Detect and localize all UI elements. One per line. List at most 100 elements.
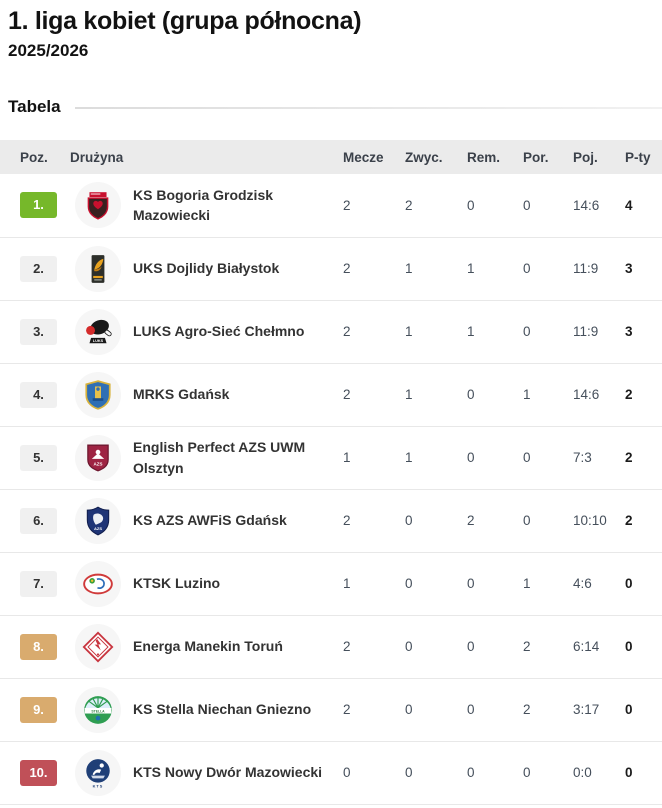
- col-header-team: Drużyna: [68, 140, 344, 174]
- season-label: 2025/2026: [8, 41, 89, 60]
- team-logo-dojlidy-icon: [75, 245, 121, 292]
- table-row[interactable]: 8. Energa Manekin Toruń 2 0 0 2 6:14 0: [0, 614, 662, 678]
- col-header-matches: Mecze: [343, 140, 406, 174]
- matches-cell: 2: [343, 236, 406, 300]
- position-cell: 2.: [0, 236, 68, 300]
- losses-cell: 0: [523, 488, 574, 552]
- draws-cell: 1: [467, 236, 524, 300]
- table-row[interactable]: 7. KTSK Luzino 1 0 0 1 4:6 0: [0, 551, 662, 615]
- team-logo-awfis-icon: AZS: [75, 497, 121, 544]
- logo-cell: KTS: [68, 740, 132, 805]
- position-badge: 5.: [20, 444, 57, 471]
- logo-cell: AZS: [68, 488, 132, 552]
- team-logo-kts-icon: KTS: [75, 749, 121, 796]
- points-cell: 3: [625, 236, 662, 300]
- table-row[interactable]: 1. KS Bogoria Grodzisk Mazowiecki 2 2 0 0 14:…: [0, 174, 662, 237]
- position-cell: 10.: [0, 740, 68, 805]
- points-cell: 4: [625, 197, 633, 213]
- position-cell: 3.: [0, 299, 68, 363]
- logo-cell: [68, 362, 132, 426]
- team-logo-manekin-icon: [75, 623, 121, 670]
- table-row[interactable]: 3. LUKS LUKS Agro-Sieć Chełmno 2 1 1 0 11:9 3: [0, 299, 662, 363]
- col-header-draws: Rem.: [467, 140, 524, 174]
- points-cell: 0: [625, 551, 662, 615]
- wins-cell: 0: [405, 488, 468, 552]
- losses-cell: 0: [523, 740, 574, 805]
- section-divider: [74, 107, 662, 109]
- position-badge: 4.: [20, 381, 57, 408]
- losses-cell: 1: [523, 551, 574, 615]
- col-header-losses: Por.: [523, 140, 574, 174]
- position-badge: 10.: [20, 759, 57, 786]
- team-logo-luks-icon: LUKS: [75, 308, 121, 355]
- logo-cell: [68, 174, 132, 237]
- draws-cell: 0: [467, 614, 524, 678]
- team-name[interactable]: MRKS Gdańsk: [132, 362, 344, 426]
- position-cell: 5.: [0, 425, 68, 489]
- position-badge: 3.: [20, 318, 57, 345]
- games-ratio-cell: 4:6: [573, 551, 626, 615]
- points-cell: 0: [625, 740, 662, 805]
- team-name[interactable]: KS Stella Niechan Gniezno: [132, 677, 344, 741]
- games-ratio-cell: 3:17: [573, 677, 626, 741]
- team-logo-stella-icon: STELLA: [75, 686, 121, 733]
- games-ratio-cell: 0:0: [573, 740, 626, 805]
- svg-text:AZS: AZS: [94, 461, 103, 466]
- logo-cell: STELLA: [68, 677, 132, 741]
- losses-cell: 0: [523, 197, 531, 213]
- wins-cell: 0: [405, 740, 468, 805]
- team-name[interactable]: KS Bogoria Grodzisk Mazowiecki: [133, 186, 274, 224]
- team-logo-mrks-icon: [75, 371, 121, 418]
- team-name[interactable]: KTSK Luzino: [132, 551, 344, 615]
- team-name[interactable]: UKS Dojlidy Białystok: [132, 236, 344, 300]
- draws-cell: 2: [467, 488, 524, 552]
- logo-cell: [68, 236, 132, 300]
- table-row[interactable]: 5. AZS English Perfect AZS UWM Olsztyn 1 1 0…: [0, 425, 662, 489]
- games-ratio-cell: 11:9: [573, 236, 626, 300]
- points-cell: 0: [625, 677, 662, 741]
- matches-cell: 0: [343, 740, 406, 805]
- losses-cell: 0: [523, 236, 574, 300]
- logo-cell: AZS: [68, 425, 132, 489]
- team-name[interactable]: KS AZS AWFiS Gdańsk: [132, 488, 344, 552]
- matches-cell: 2: [343, 197, 351, 213]
- position-cell: 8.: [0, 614, 68, 678]
- wins-cell: 1: [405, 236, 468, 300]
- table-row[interactable]: 4. MRKS Gdańsk 2 1 0 1 14:6 2: [0, 362, 662, 426]
- table-row[interactable]: 2. UKS Dojlidy Białystok 2 1 1 0 11:9 3: [0, 236, 662, 300]
- draws-cell: 0: [467, 197, 475, 213]
- losses-cell: 2: [523, 614, 574, 678]
- wins-cell: 1: [405, 299, 468, 363]
- games-ratio-cell: 10:10: [573, 488, 626, 552]
- points-cell: 2: [625, 362, 662, 426]
- position-badge: 8.: [20, 633, 57, 660]
- team-logo-azsuwm-icon: AZS: [75, 434, 121, 481]
- col-header-wins: Zwyc.: [405, 140, 468, 174]
- position-cell: 1.: [0, 174, 68, 237]
- table-row[interactable]: 9. STELLA KS Stella Niechan Gniezno 2 0 0 2 3…: [0, 677, 662, 741]
- standings-body: 1. KS Bogoria Grodzisk Mazowiecki 2 2 0 0 14:…: [0, 174, 662, 805]
- table-row[interactable]: 6. AZS KS AZS AWFiS Gdańsk 2 0 2 0 10:10 2: [0, 488, 662, 552]
- games-ratio-cell: 6:14: [573, 614, 626, 678]
- page-title: 1. liga kobiet (grupa północna): [8, 7, 362, 35]
- position-cell: 6.: [0, 488, 68, 552]
- position-cell: 7.: [0, 551, 68, 615]
- losses-cell: 0: [523, 425, 574, 489]
- table-row[interactable]: 10. KTS KTS Nowy Dwór Mazowiecki 0 0 0 0 0:0 0: [0, 740, 662, 805]
- team-name[interactable]: LUKS Agro-Sieć Chełmno: [132, 299, 344, 363]
- position-badge: 9.: [20, 696, 57, 723]
- wins-cell: 0: [405, 614, 468, 678]
- team-name[interactable]: Energa Manekin Toruń: [132, 614, 344, 678]
- draws-cell: 0: [467, 425, 524, 489]
- matches-cell: 2: [343, 299, 406, 363]
- team-name[interactable]: English Perfect AZS UWM Olsztyn: [132, 425, 344, 489]
- losses-cell: 2: [523, 677, 574, 741]
- team-name[interactable]: KTS Nowy Dwór Mazowiecki: [132, 740, 344, 805]
- matches-cell: 2: [343, 614, 406, 678]
- games-ratio-cell: 7:3: [573, 425, 626, 489]
- logo-cell: [68, 614, 132, 678]
- col-header-points: P-ty: [625, 140, 662, 174]
- logo-cell: LUKS: [68, 299, 132, 363]
- standings-table: Poz. Drużyna Mecze Zwyc. Rem. Por. Poj. …: [0, 140, 662, 805]
